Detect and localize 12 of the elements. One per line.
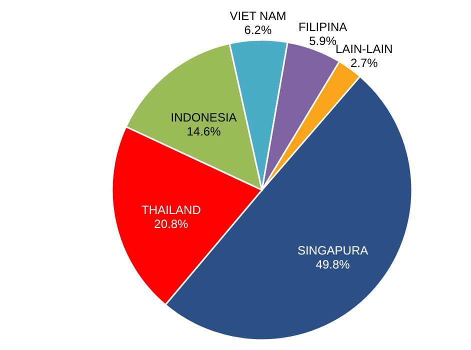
- slice-label: FILIPINA: [298, 20, 348, 34]
- slice-label: SINGAPURA: [297, 243, 368, 258]
- slice-label: VIET NAM: [230, 9, 286, 24]
- slice-label: LAIN-LAIN: [335, 42, 393, 56]
- data-label: 49.8%: [316, 257, 350, 272]
- slice-label: INDONESIA: [170, 110, 237, 124]
- data-label: 5.9%: [309, 34, 337, 48]
- data-label: 6.2%: [244, 23, 272, 38]
- data-label: 14.6%: [186, 124, 222, 138]
- slice-label: THAILAND: [142, 203, 202, 218]
- data-label: 2.7%: [350, 56, 378, 70]
- data-label: 20.8%: [154, 217, 189, 232]
